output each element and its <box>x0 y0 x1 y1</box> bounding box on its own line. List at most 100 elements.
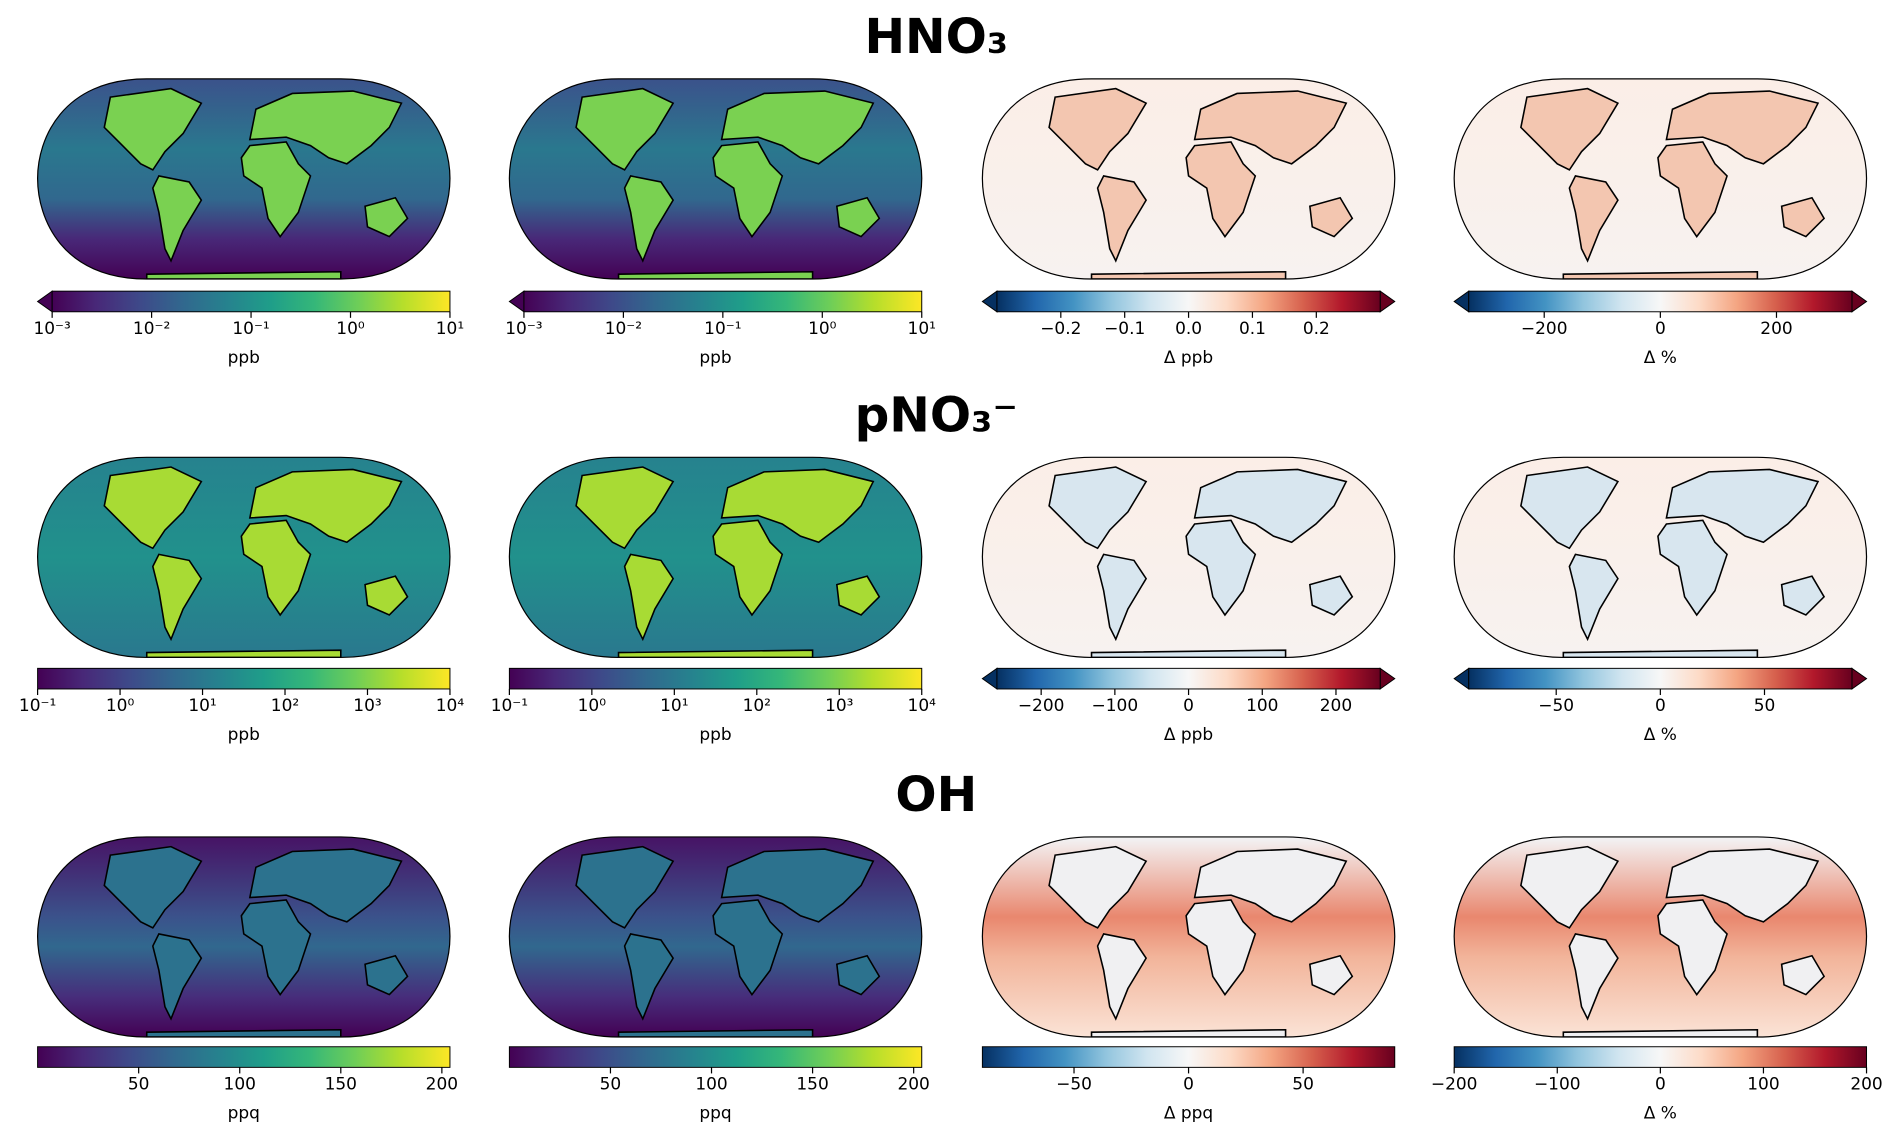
colorbar-tick-label: 50 <box>1754 696 1776 716</box>
colorbar-tick-label: 10¹ <box>908 319 936 339</box>
colorbar <box>1453 1046 1868 1068</box>
colorbar-label: ppb <box>228 348 260 368</box>
colorbar-extend <box>1851 290 1868 313</box>
colorbar-label: Δ % <box>1644 348 1677 368</box>
colorbar-tick-label: 10⁻¹ <box>232 319 269 339</box>
colorbar-extend <box>1379 290 1396 313</box>
colorbar-extend <box>508 290 525 313</box>
map-outline <box>36 456 451 659</box>
map-outline <box>1453 78 1868 280</box>
colorbar-tick-label: 200 <box>1760 319 1792 339</box>
map-field <box>509 457 922 658</box>
colorbar-tick-label: 10¹ <box>436 319 464 339</box>
colorbar-tick-label: 0 <box>1655 696 1666 716</box>
map-field <box>1454 836 1867 1038</box>
colorbar-tick-label: 200 <box>897 1074 929 1094</box>
colorbar-label: Δ % <box>1644 1103 1677 1123</box>
colorbar <box>37 667 451 690</box>
map-outline <box>981 456 1396 659</box>
colorbar-tick-label: 0 <box>1655 1074 1666 1094</box>
map-field <box>509 78 922 280</box>
colorbar <box>523 290 923 313</box>
colorbar <box>1468 667 1853 690</box>
colorbar-tick-label: −0.1 <box>1104 319 1145 339</box>
map-outline <box>508 78 923 280</box>
colorbar-tick-label: 200 <box>1850 1074 1882 1094</box>
colorbar-tick-label: −200 <box>1018 696 1065 716</box>
map-field <box>509 836 922 1038</box>
map <box>981 836 1396 1038</box>
map-field <box>37 457 450 658</box>
colorbar-tick-label: 10⁰ <box>808 319 837 339</box>
colorbar-tick-label: 100 <box>224 1074 256 1094</box>
colorbar-tick-label: 10⁻¹ <box>704 319 741 339</box>
map-outline <box>36 836 451 1038</box>
map <box>508 456 923 659</box>
colorbar-tick-label: 100 <box>1747 1074 1779 1094</box>
colorbar-tick-label: 100 <box>695 1074 727 1094</box>
colorbar-tick-label: −200 <box>1521 319 1568 339</box>
colorbar-tick-label: 0.1 <box>1239 319 1266 339</box>
colorbar-tick-label: 50 <box>128 1074 150 1094</box>
map <box>981 456 1396 659</box>
colorbar-tick-label: 10⁴ <box>436 696 465 716</box>
map-field <box>982 457 1395 658</box>
row-title: pNO₃⁻ <box>855 388 1018 444</box>
map <box>981 78 1396 280</box>
colorbar-label: ppb <box>228 725 260 745</box>
colorbar-tick-label: 10¹ <box>188 696 216 716</box>
colorbar-tick-label: 150 <box>796 1074 828 1094</box>
map-outline <box>1453 836 1868 1038</box>
colorbar-tick-label: 10⁴ <box>908 696 937 716</box>
map-field <box>1454 457 1867 658</box>
colorbar-extend <box>981 667 998 690</box>
colorbar-tick-label: 10⁰ <box>106 696 135 716</box>
colorbar-label: Δ ppb <box>1164 725 1213 745</box>
map <box>1453 78 1868 280</box>
colorbar-tick-label: −100 <box>1092 696 1139 716</box>
colorbar-tick-label: 10³ <box>825 696 853 716</box>
colorbar-tick-label: −100 <box>1534 1074 1581 1094</box>
map-field <box>37 78 450 280</box>
colorbar-extend <box>1453 667 1470 690</box>
colorbar-label: Δ % <box>1644 725 1677 745</box>
colorbar-tick-label: 10⁻³ <box>505 319 542 339</box>
colorbar <box>996 667 1381 690</box>
map <box>508 836 923 1038</box>
map <box>36 78 451 280</box>
colorbar-label: ppq <box>228 1103 260 1123</box>
colorbar-tick-label: 0 <box>1183 1074 1194 1094</box>
map <box>508 78 923 280</box>
colorbar-tick-label: −200 <box>1431 1074 1478 1094</box>
colorbar-extend <box>981 290 998 313</box>
colorbar <box>1468 290 1853 313</box>
colorbar <box>508 1046 923 1068</box>
colorbar <box>51 290 451 313</box>
colorbar-tick-label: 0 <box>1655 319 1666 339</box>
colorbar-tick-label: 10² <box>271 696 299 716</box>
colorbar-label: ppq <box>699 1103 731 1123</box>
colorbar-tick-label: 10¹ <box>660 696 688 716</box>
colorbar-tick-label: 150 <box>325 1074 357 1094</box>
map-outline <box>981 836 1396 1038</box>
map-field <box>37 836 450 1038</box>
colorbar-label: ppb <box>699 725 731 745</box>
colorbar-tick-label: 200 <box>1320 696 1352 716</box>
colorbar-label: Δ ppq <box>1164 1103 1213 1123</box>
colorbar-tick-label: 10⁻³ <box>33 319 70 339</box>
colorbar-tick-label: 10⁰ <box>578 696 607 716</box>
colorbar-tick-label: 0 <box>1183 696 1194 716</box>
map <box>1453 836 1868 1038</box>
colorbar-extend <box>1453 290 1470 313</box>
map-outline <box>508 456 923 659</box>
map-outline <box>36 78 451 280</box>
colorbar <box>981 1046 1396 1068</box>
colorbar-tick-label: 10² <box>743 696 771 716</box>
map <box>36 456 451 659</box>
map-outline <box>1453 456 1868 659</box>
colorbar-tick-label: 50 <box>600 1074 622 1094</box>
map <box>36 836 451 1038</box>
colorbar-label: ppb <box>699 348 731 368</box>
